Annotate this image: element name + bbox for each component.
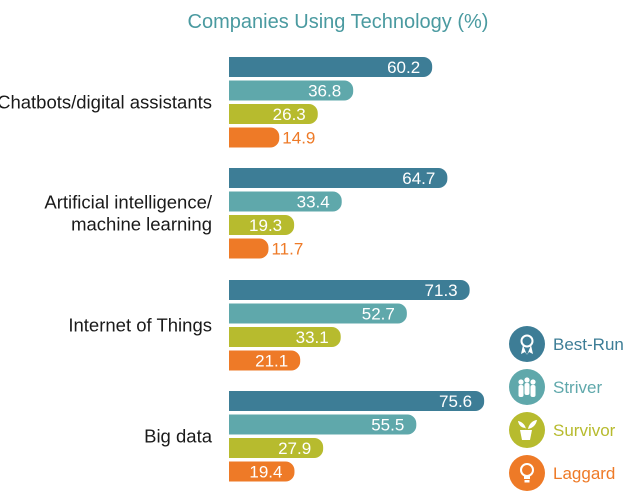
bar-striver <box>229 414 417 435</box>
category-labels: Chatbots/digital assistants Artificial in… <box>0 91 213 446</box>
category-label: Artificial intelligence/machine learning <box>44 191 212 234</box>
bar-striver <box>229 303 407 324</box>
value-label: 36.8 <box>308 82 341 101</box>
value-label: 55.5 <box>371 416 404 435</box>
lightbulb-icon <box>520 463 534 483</box>
legend-label: Laggard <box>553 464 615 483</box>
legend-swatch <box>509 326 545 362</box>
chart-title: Companies Using Technology (%) <box>188 11 489 33</box>
bar-survivor <box>229 215 295 235</box>
value-label: 60.2 <box>387 58 420 77</box>
value-label: 52.7 <box>362 305 395 324</box>
value-label: 75.6 <box>439 392 472 411</box>
legend-label: Survivor <box>553 421 616 440</box>
bar-laggard <box>229 238 269 259</box>
bar-survivor <box>229 104 318 124</box>
award-ribbon-icon <box>520 334 534 355</box>
category-label: Internet of Things <box>68 314 212 335</box>
legend: Best-Run Striver Survivor Laggard <box>509 326 624 491</box>
bar-laggard <box>229 461 295 482</box>
bar-laggard <box>229 127 280 148</box>
legend-label: Striver <box>553 378 602 397</box>
bar-best-run <box>229 391 485 411</box>
value-label: 27.9 <box>278 439 311 458</box>
plant-pot-icon <box>518 420 537 440</box>
value-label: 19.4 <box>249 463 282 482</box>
bar-survivor <box>229 438 324 458</box>
bar-best-run <box>229 280 470 300</box>
value-label: 33.4 <box>297 193 330 212</box>
value-label: 64.7 <box>402 169 435 188</box>
bar-best-run <box>229 57 433 77</box>
bar-striver <box>229 191 342 212</box>
value-label: 21.1 <box>255 352 288 371</box>
value-label: 33.1 <box>296 328 329 347</box>
value-label: 19.3 <box>249 216 282 235</box>
bars: 60.2 36.826.3 14.9 64.7 33.4 19.3 11.7 71.3 52.7… <box>229 57 485 482</box>
legend-label: Best-Run <box>553 335 624 354</box>
legend-item-laggard: Laggard <box>509 455 615 491</box>
legend-item-survivor: Survivor <box>509 412 616 448</box>
bar-laggard <box>229 350 301 371</box>
bar-survivor <box>229 327 341 347</box>
bar-striver <box>229 80 354 101</box>
category-label: Big data <box>144 425 213 446</box>
legend-swatch <box>509 455 545 491</box>
value-label: 14.9 <box>282 129 315 148</box>
value-label: 26.3 <box>273 105 306 124</box>
value-label: 71.3 <box>425 281 458 300</box>
legend-item-best-run: Best-Run <box>509 326 624 362</box>
category-label: Chatbots/digital assistants <box>0 91 212 112</box>
legend-item-striver: Striver <box>509 369 602 405</box>
value-label: 11.7 <box>271 240 303 259</box>
people-icon <box>518 377 536 397</box>
bar-best-run <box>229 168 448 188</box>
